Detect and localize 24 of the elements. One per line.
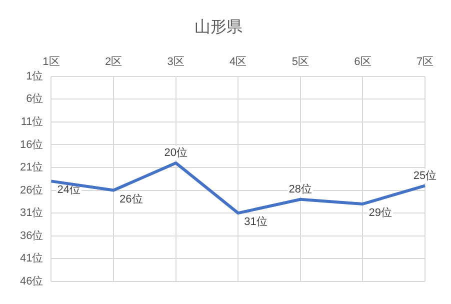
x-tick-label: 7区 xyxy=(416,56,434,68)
data-label: 31位 xyxy=(244,216,268,228)
y-tick-label: 1位 xyxy=(26,70,44,82)
data-label: 20位 xyxy=(164,146,188,159)
data-label: 28位 xyxy=(288,183,312,196)
x-tick-label: 2区 xyxy=(104,56,122,68)
y-tick-label: 46位 xyxy=(20,275,44,288)
y-tick-label: 6位 xyxy=(26,93,44,106)
y-tick-label: 26位 xyxy=(20,184,44,196)
x-tick-label: 4区 xyxy=(230,56,247,68)
y-tick-label: 16位 xyxy=(20,138,44,151)
x-tick-label: 6区 xyxy=(354,56,372,68)
data-label: 29位 xyxy=(368,206,392,219)
y-tick-label: 36位 xyxy=(20,230,44,242)
y-tick-label: 41位 xyxy=(20,252,44,265)
y-tick-label: 11位 xyxy=(20,116,44,128)
chart-title: 山形県 xyxy=(194,18,242,36)
y-tick-label: 31位 xyxy=(20,207,44,220)
data-label: 26位 xyxy=(120,193,143,206)
data-label: 25位 xyxy=(413,170,437,182)
x-tick-label: 1区 xyxy=(42,56,60,68)
x-tick-label: 3区 xyxy=(167,56,184,68)
y-tick-label: 21位 xyxy=(20,162,44,174)
x-tick-label: 5区 xyxy=(292,56,309,68)
